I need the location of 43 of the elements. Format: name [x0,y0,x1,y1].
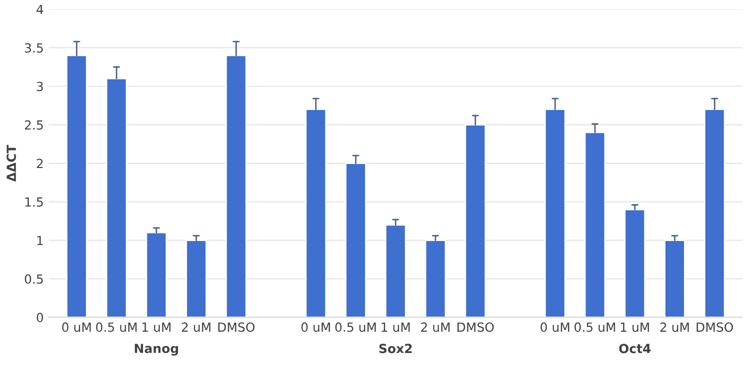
x-tick-label: DMSO [218,322,255,332]
bar [225,54,247,318]
y-tick-label: 3.5 [24,43,43,53]
text: Nanog [134,344,178,356]
text: Oct4 [619,344,651,354]
bar [305,108,327,318]
bar [106,78,128,318]
y-tick-label: 1 [37,236,43,246]
x-tick-label: 2 uM [182,322,210,332]
text: Sox2 [379,344,412,354]
y-axis-title: ΔΔCT [6,144,16,182]
x-tick-label: 0.5 uM [335,322,376,332]
y-tick-label: 4 [36,4,44,14]
bar [704,108,726,318]
x-tick-label: 0 uM [62,322,91,332]
bar [464,124,486,318]
bar [384,224,406,318]
x-tick-label: 0.5 uM [574,322,616,332]
x-tick-label: 1 uM [142,322,170,332]
y-tick-label: 3 [36,82,43,92]
bar [146,232,168,318]
bar [345,162,366,318]
bar [186,240,207,318]
y-tick-label: 0.5 [24,274,43,284]
bar [624,208,646,318]
x-tick-label: 0.5 uM [96,322,137,332]
bar [66,54,88,318]
y-tick-label: 2.5 [24,120,43,130]
x-tick-label: 0 uM [301,322,330,332]
y-tick-label: 1.5 [25,197,43,207]
x-tick-label: 1 uM [620,322,649,332]
y-tick-label: 0 [36,312,44,322]
bar [664,240,686,318]
x-tick-label: DMSO [696,322,733,332]
x-tick-label: 0 uM [540,322,570,332]
x-tick-label: 1 uM [382,322,410,332]
bar [584,132,606,318]
bar [544,108,566,318]
x-tick-label: DMSO [458,322,494,332]
y-tick-label: 2 [36,158,43,168]
bar [424,240,446,318]
x-tick-label: 2 uM [660,322,689,332]
x-tick-label: 2 uM [421,322,450,332]
